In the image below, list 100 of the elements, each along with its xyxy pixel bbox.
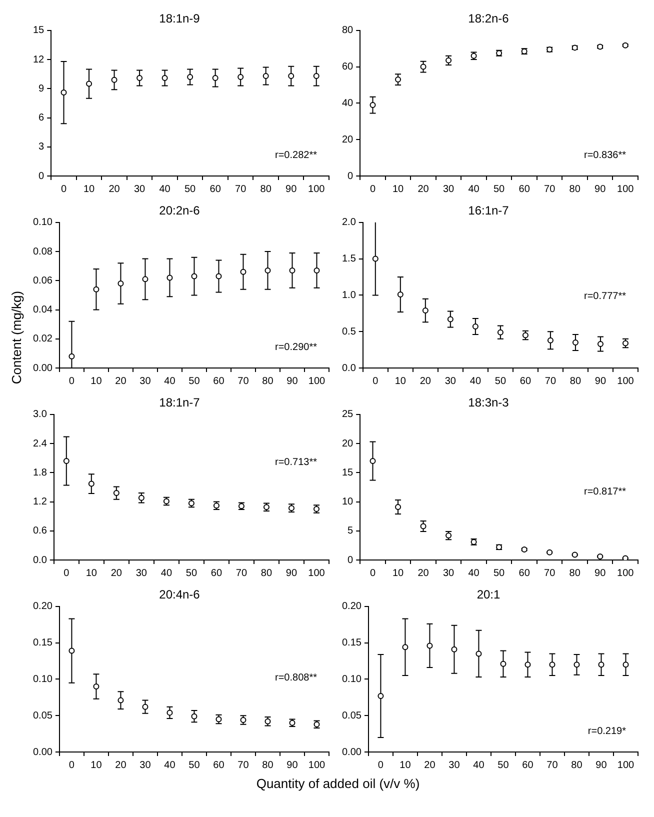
x-tick-label: 0 [60, 184, 67, 195]
chart-title: 20:4n-6 [159, 588, 200, 602]
y-tick-label: 1.0 [342, 290, 356, 301]
annotation: r=0.817** [584, 486, 626, 498]
x-tick-label: 100 [617, 376, 634, 387]
x-tick-label: 100 [308, 568, 326, 579]
y-tick-label: 0.20 [342, 601, 362, 612]
y-tick-label: 0.08 [32, 246, 53, 258]
y-tick-label: 0.05 [32, 710, 53, 722]
x-tick-label: 40 [473, 760, 485, 771]
x-tick-label: 100 [308, 760, 326, 771]
y-tick-label: 2.0 [342, 217, 356, 228]
y-tick-label: 0.0 [342, 362, 356, 374]
x-tick-label: 100 [617, 568, 634, 579]
y-tick-label: 0 [348, 170, 354, 182]
x-tick-label: 60 [210, 184, 222, 195]
x-tick-label: 90 [286, 376, 298, 387]
point [136, 74, 143, 81]
y-tick-label: 0.10 [342, 674, 362, 685]
y-tick-label: 15 [33, 25, 45, 36]
x-tick-label: 10 [394, 376, 406, 387]
point [68, 648, 75, 654]
point [395, 504, 402, 510]
y-tick-label: 0.15 [32, 638, 53, 649]
x-tick-label: 100 [617, 184, 634, 195]
point [264, 267, 271, 274]
point [422, 307, 428, 314]
point [372, 256, 378, 262]
x-tick-label: 0 [370, 568, 376, 579]
y-tick-label: 9 [38, 83, 45, 94]
annotation: r=0.808** [275, 672, 318, 684]
x-axis-title: Quantity of added oil (v/v %) [255, 776, 421, 791]
annotation: r=0.777** [584, 290, 626, 302]
x-tick-label: 90 [286, 568, 298, 579]
point [262, 73, 269, 80]
x-tick-label: 90 [594, 376, 606, 387]
point [162, 74, 168, 81]
point [472, 324, 478, 330]
x-tick-label: 0 [64, 568, 70, 579]
x-tick-label: 60 [518, 184, 530, 195]
point [574, 662, 580, 668]
x-tick-label: 0 [68, 760, 75, 771]
point [476, 650, 482, 657]
x-tick-label: 10 [90, 760, 102, 771]
y-tick-label: 0.05 [342, 710, 362, 722]
point [420, 64, 426, 70]
y-tick-label: 0.5 [342, 326, 356, 338]
y-tick-label: 0.15 [342, 638, 362, 649]
y-tick-label: 0.00 [32, 746, 53, 758]
x-tick-label: 100 [308, 376, 326, 387]
x-tick-label: 40 [159, 184, 171, 195]
x-tick-label: 90 [286, 760, 298, 771]
point [118, 280, 124, 287]
y-tick-label: 0.02 [32, 334, 53, 345]
x-tick-label: 10 [86, 568, 98, 579]
point [111, 76, 118, 83]
point [63, 458, 70, 464]
x-tick-label: 60 [518, 568, 530, 579]
x-tick-label: 10 [83, 184, 96, 195]
point [397, 291, 404, 298]
x-tick-label: 40 [468, 568, 480, 579]
y-tick-label: 0.10 [32, 217, 53, 228]
x-tick-label: 30 [442, 568, 455, 579]
y-tick-label: 10 [342, 496, 354, 508]
y-tick-label: 60 [342, 62, 354, 73]
x-tick-label: 70 [238, 760, 250, 771]
x-tick-label: 30 [444, 376, 456, 387]
x-tick-label: 80 [262, 760, 274, 771]
x-tick-label: 20 [418, 568, 430, 579]
x-tick-label: 10 [90, 376, 102, 387]
x-tick-label: 60 [213, 376, 225, 387]
point [216, 273, 222, 280]
point [497, 329, 504, 336]
y-tick-label: 0.00 [342, 746, 362, 758]
y-tick-label: 0 [348, 554, 354, 566]
y-tick-label: 2.4 [32, 438, 48, 450]
point [240, 268, 246, 275]
point [314, 267, 320, 274]
x-tick-label: 90 [596, 760, 608, 771]
y-tick-label: 0.06 [32, 275, 53, 286]
point [549, 662, 556, 668]
point [426, 642, 433, 649]
point [524, 662, 531, 668]
point [370, 102, 376, 108]
x-tick-label: 70 [236, 568, 248, 579]
x-tick-label: 30 [448, 760, 460, 771]
annotation: r=0.836** [584, 150, 626, 161]
point [118, 697, 124, 704]
y-tick-label: 3 [38, 142, 45, 153]
y-tick-label: 0.6 [32, 526, 48, 537]
annotation: r=0.713** [275, 457, 318, 468]
x-tick-label: 40 [164, 760, 176, 771]
y-tick-label: 6 [38, 112, 45, 124]
x-tick-label: 50 [494, 184, 506, 195]
point [166, 710, 173, 716]
point [370, 458, 376, 464]
chart-title: 20:1 [476, 588, 500, 602]
x-tick-label: 0 [68, 376, 75, 387]
y-tick-label: 1.2 [32, 496, 48, 508]
x-tick-label: 100 [308, 184, 326, 195]
